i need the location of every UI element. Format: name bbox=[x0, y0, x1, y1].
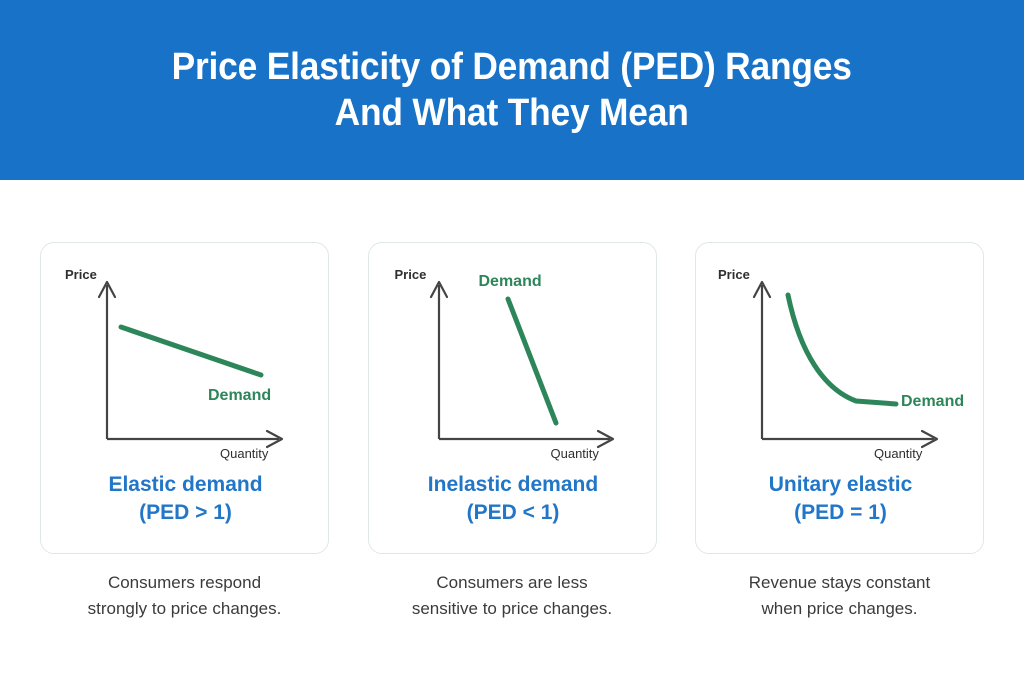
demand-label: Demand bbox=[901, 393, 965, 410]
x-axis bbox=[438, 429, 614, 449]
chart-unitary-elastic: Price Quantity Demand bbox=[696, 243, 985, 468]
x-axis-label: Quantity bbox=[220, 446, 269, 461]
y-axis-label: Price bbox=[718, 267, 750, 282]
card-title-elastic: Elastic demand (PED > 1) bbox=[108, 473, 263, 524]
demand-curve bbox=[505, 296, 558, 426]
captions-row: Consumers respond strongly to price chan… bbox=[40, 570, 984, 622]
y-axis bbox=[429, 280, 448, 439]
x-axis-label: Quantity bbox=[550, 446, 599, 461]
y-axis-label: Price bbox=[394, 267, 427, 282]
x-axis bbox=[762, 429, 939, 449]
caption-elastic: Consumers respond strongly to price chan… bbox=[87, 573, 282, 618]
x-axis-label: Quantity bbox=[874, 446, 923, 461]
ped-cards-row: Price Quantity Demand Elastic demand (PE… bbox=[40, 242, 984, 554]
y-axis bbox=[97, 280, 117, 439]
y-axis bbox=[752, 280, 772, 439]
caption-inelastic: Consumers are less sensitive to price ch… bbox=[411, 573, 613, 618]
card-elastic-demand: Price Quantity Demand Elastic demand (PE… bbox=[40, 242, 329, 554]
demand-label: Demand bbox=[478, 273, 542, 290]
caption-unitary: Revenue stays constant when price change… bbox=[748, 573, 931, 618]
card-title-unitary: Unitary elastic (PED = 1) bbox=[768, 473, 913, 524]
page-title: Price Elasticity of Demand (PED) Ranges … bbox=[171, 46, 853, 134]
chart-inelastic-demand: Price Quantity Demand bbox=[369, 243, 658, 468]
y-axis-label: Price bbox=[65, 267, 97, 282]
x-axis bbox=[107, 429, 284, 449]
demand-curve bbox=[118, 324, 264, 378]
header-banner: Price Elasticity of Demand (PED) Ranges … bbox=[0, 0, 1024, 180]
demand-label: Demand bbox=[208, 387, 272, 404]
card-title-inelastic: Inelastic demand (PED < 1) bbox=[427, 473, 599, 524]
card-unitary-elastic: Price Quantity Demand Unitary elastic (P… bbox=[695, 242, 984, 554]
chart-elastic-demand: Price Quantity Demand bbox=[41, 243, 330, 468]
demand-curve bbox=[785, 292, 899, 407]
card-inelastic-demand: Price Quantity Demand Inelastic demand (… bbox=[367, 242, 658, 554]
